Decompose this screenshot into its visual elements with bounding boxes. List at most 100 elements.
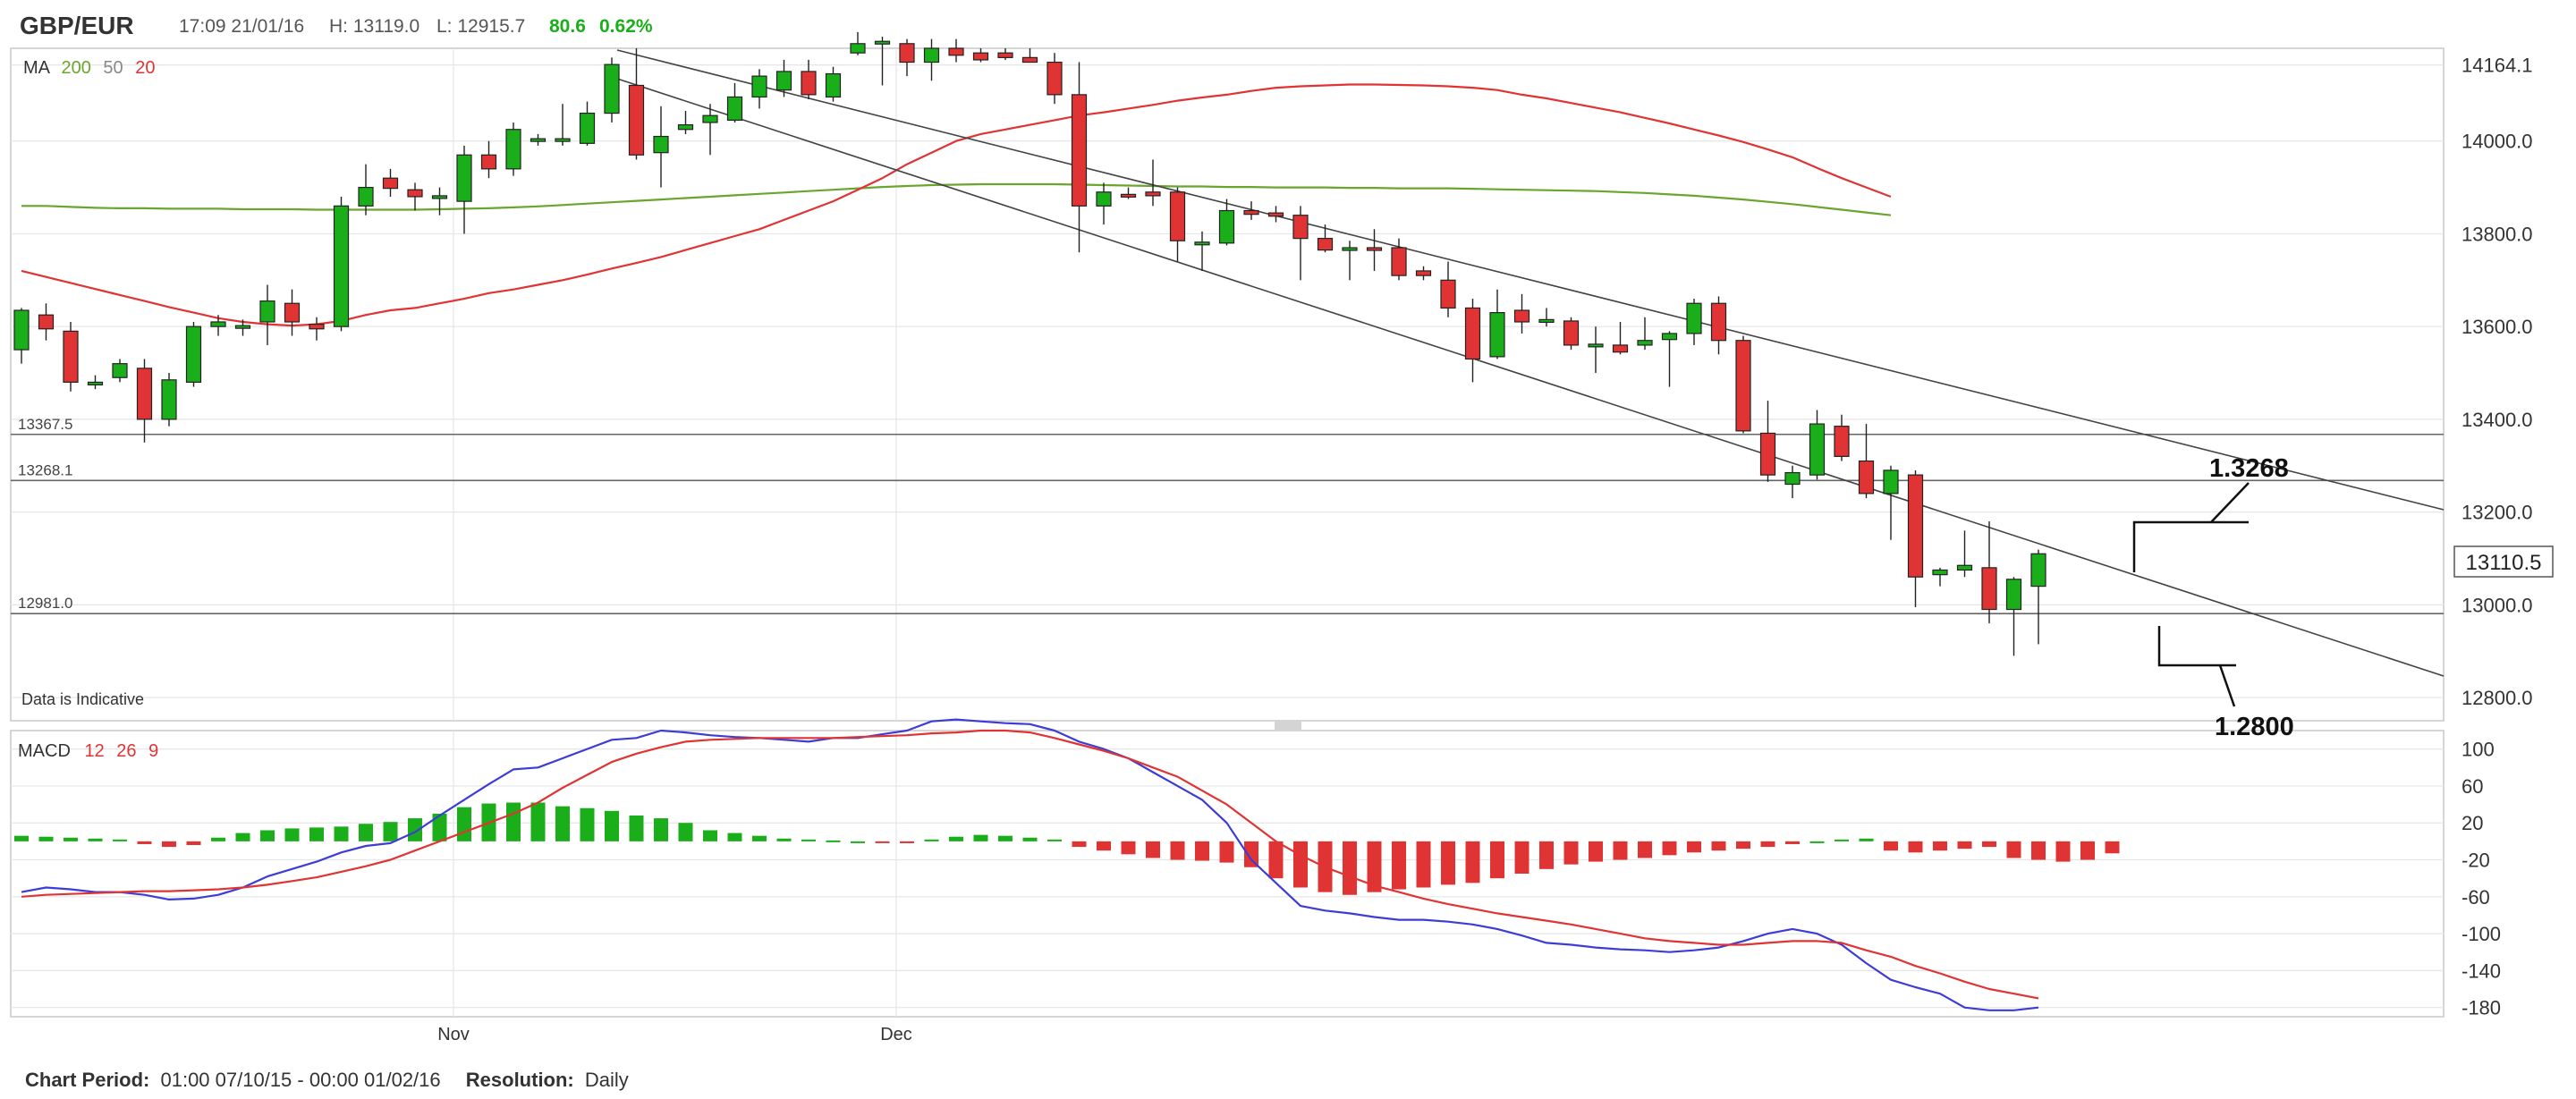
candle-body: [801, 71, 817, 96]
macd-histogram-bar: [1760, 841, 1775, 848]
macd-histogram-bar: [1638, 841, 1652, 858]
candle: [555, 104, 571, 146]
macd-histogram-bar: [851, 841, 865, 843]
chart-period-value: 01:00 07/10/15 - 00:00 01/02/16: [160, 1069, 440, 1091]
candle-body: [1759, 432, 1776, 476]
macd-histogram-bar: [998, 835, 1013, 841]
candle-body: [874, 40, 891, 45]
candle-body: [1513, 309, 1530, 323]
candle-body: [234, 325, 251, 329]
annotation-lower-bracket: [2157, 626, 2236, 667]
candle: [1464, 299, 1481, 383]
macd-panel: [10, 730, 2445, 1018]
candle: [1784, 465, 1801, 499]
macd-legend-9: 9: [148, 741, 158, 761]
panel-resize-handle[interactable]: [1275, 722, 1301, 730]
candle-body: [1317, 238, 1334, 251]
price-axis-tick-label: 13600.0: [2462, 316, 2533, 338]
macd-histogram-bar: [1343, 841, 1357, 895]
candle-body: [1046, 61, 1063, 96]
candle-body: [1834, 426, 1850, 457]
candle-body: [1243, 209, 1259, 216]
macd-histogram-bar: [1687, 841, 1701, 853]
candle-body: [899, 43, 915, 63]
macd-histogram-bar: [1859, 838, 1874, 841]
candle-body: [1981, 567, 1997, 611]
candle: [1759, 401, 1776, 482]
annotation-upper-bracket: [2132, 520, 2249, 572]
candle-body: [210, 321, 226, 327]
price-panel-frame: [10, 47, 2445, 722]
candle: [1292, 206, 1309, 281]
candle-body: [1710, 302, 1727, 342]
candle-body: [1021, 56, 1038, 63]
candle-body: [1366, 247, 1383, 251]
candle: [1809, 410, 1826, 480]
macd-histogram-bar: [1293, 841, 1308, 888]
macd-axis-tick-label: -20: [2462, 850, 2490, 872]
candle-body: [825, 72, 842, 98]
macd-histogram-bar: [235, 833, 250, 841]
macd-histogram-bar: [2055, 841, 2071, 862]
macd-histogram-bar: [1835, 839, 1849, 841]
macd-histogram-bar: [875, 841, 890, 843]
macd-histogram-bar: [38, 836, 54, 841]
price-axis-tick-label: 12800.0: [2462, 687, 2533, 709]
macd-histogram-bar: [1982, 841, 1996, 848]
macd-axis-tick-label: 20: [2462, 812, 2483, 834]
macd-histogram-bar: [2080, 841, 2095, 860]
macd-legend: MACD 12 26 9: [18, 741, 158, 761]
macd-histogram-bar: [1146, 841, 1160, 858]
candle: [899, 38, 915, 77]
candle-body: [1735, 340, 1751, 432]
macd-histogram-bar: [1268, 841, 1284, 879]
level-label: 13367.5: [18, 416, 72, 433]
high-value: H: 13119.0: [329, 16, 419, 37]
macd-histogram-bar: [776, 838, 792, 841]
candle-body: [1612, 344, 1629, 353]
macd-histogram-bar: [1465, 841, 1480, 883]
macd-legend-label: MACD: [18, 741, 71, 761]
level-label: 13268.1: [18, 461, 72, 478]
macd-histogram-bar: [1736, 841, 1750, 850]
candle-body: [1858, 460, 1875, 495]
candle: [259, 284, 275, 345]
macd-histogram-bar: [506, 802, 521, 841]
macd-histogram-bar: [1121, 841, 1136, 855]
candle: [775, 59, 792, 97]
x-axis-tick-label: Nov: [437, 1025, 470, 1044]
x-axis-tick-label: Dec: [880, 1025, 912, 1044]
ma-legend: MA 200 50 20: [23, 58, 155, 78]
macd-histogram-bar: [408, 818, 422, 841]
macd-histogram-bar: [1563, 841, 1579, 865]
candle-body: [1267, 212, 1284, 217]
candle-body: [1489, 312, 1505, 358]
macd-histogram-bar: [457, 807, 471, 841]
annotation-upper: 1.3268: [2132, 454, 2289, 572]
current-price-box: [2453, 545, 2554, 578]
candle: [948, 38, 964, 63]
macd-histogram-bar: [260, 830, 275, 841]
macd-histogram-bar: [530, 802, 546, 841]
candle-body: [1391, 247, 1407, 276]
candle-body: [1292, 215, 1309, 240]
macd-histogram-bar: [359, 824, 373, 841]
macd-histogram-bar: [137, 841, 152, 844]
macd-histogram-bar: [924, 839, 939, 841]
price-axis-tick-label: 14000.0: [2462, 131, 2533, 153]
candle: [1194, 231, 1210, 271]
candle: [1834, 414, 1850, 461]
candle-body: [38, 314, 55, 330]
macd-legend-12: 12: [84, 741, 104, 761]
candle: [1661, 331, 1678, 387]
candle: [1489, 289, 1505, 359]
candle-body: [185, 325, 202, 384]
chart-period-label: Chart Period:: [25, 1069, 149, 1091]
candle-body: [136, 368, 153, 420]
candle-body: [284, 302, 301, 323]
candle-body: [505, 129, 521, 170]
candle-body: [259, 300, 275, 323]
candle: [1637, 317, 1653, 351]
macd-histogram-bar: [1711, 841, 1726, 851]
macd-histogram-bar: [678, 823, 693, 841]
